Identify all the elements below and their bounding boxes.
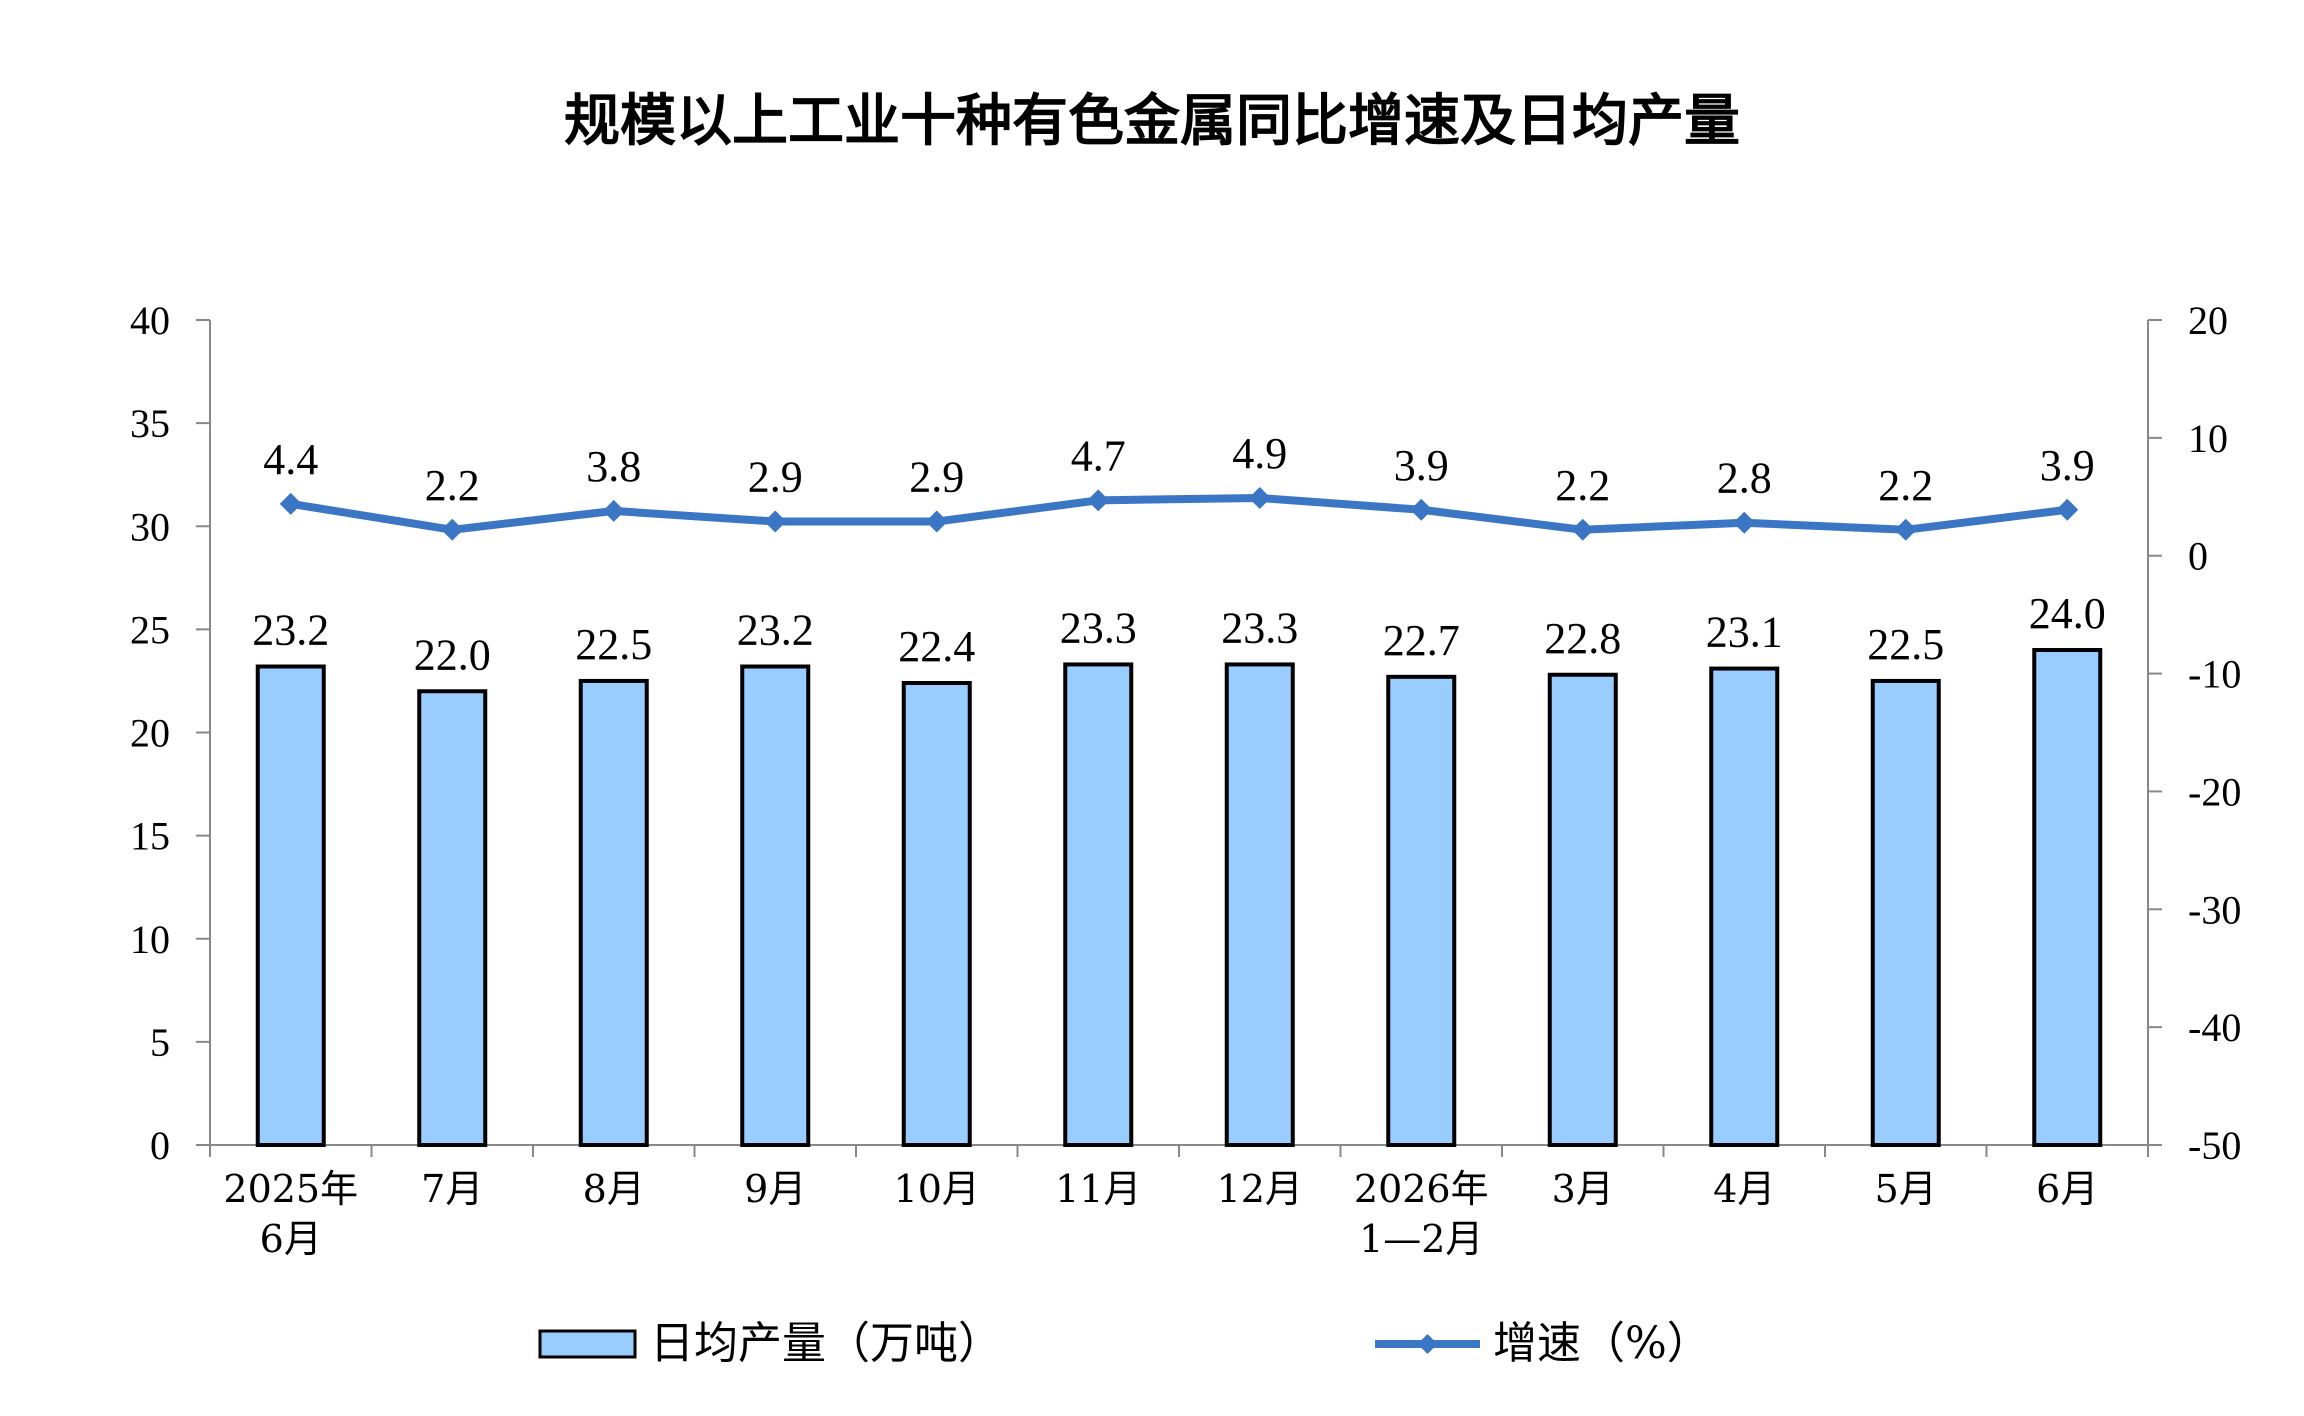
y-left-tick-label: 0 <box>150 1123 170 1168</box>
bar-value-label: 22.7 <box>1383 616 1460 665</box>
bar <box>901 681 972 1147</box>
y-left-tick-label: 10 <box>130 917 170 962</box>
y-right-tick-label: -20 <box>2188 769 2241 814</box>
x-tick-label: 7月 <box>421 1167 483 1211</box>
bar <box>1547 672 1618 1147</box>
x-tick-label: 6月 <box>2036 1167 2098 1211</box>
line-series <box>279 486 2079 541</box>
bar-value-label: 23.3 <box>1060 603 1137 652</box>
y-right-tick-label: 10 <box>2188 416 2228 461</box>
line-marker <box>925 510 948 533</box>
line-value-label: 4.4 <box>263 435 318 484</box>
legend-bar-swatch <box>538 1329 637 1359</box>
y-left-tick-label: 30 <box>130 504 170 549</box>
y-left-tick-label: 25 <box>130 607 170 652</box>
y-right-tick-label: 0 <box>2188 534 2208 579</box>
legend: 日均产量（万吨） 增速（%） <box>538 1318 1711 1369</box>
y-right-tick-label: -30 <box>2188 887 2241 932</box>
line-value-label: 2.9 <box>748 453 803 502</box>
line-value-label: 2.2 <box>1555 461 1610 510</box>
data-labels: 23.2 22.0 22.5 23.2 22.4 23.3 23.3 22.7 22.8 23.1… <box>252 429 2106 679</box>
bar <box>417 689 488 1147</box>
y-right-tick-label: -40 <box>2188 1005 2241 1050</box>
line-value-label: 3.9 <box>2040 441 2095 490</box>
bar-value-label: 23.2 <box>737 606 814 655</box>
y-left-tick-label: 40 <box>130 298 170 343</box>
x-tick-label: 2025年 6月 <box>223 1167 358 1261</box>
line-value-label: 2.2 <box>1878 461 1933 510</box>
legend-line-marker <box>1417 1334 1438 1354</box>
line-value-label: 2.2 <box>425 461 480 510</box>
line-path <box>290 493 2068 534</box>
x-tick-label: 9月 <box>744 1167 806 1211</box>
bar-value-label: 23.3 <box>1221 603 1298 652</box>
bar <box>578 678 649 1147</box>
x-tick-label: 5月 <box>1875 1167 1937 1211</box>
line-marker <box>1733 511 1756 534</box>
bar-value-label: 22.5 <box>575 620 652 669</box>
bar-value-label: 24.0 <box>2029 589 2106 638</box>
line-value-label: 2.9 <box>909 453 964 502</box>
bar-value-label: 23.1 <box>1706 608 1783 657</box>
line-marker <box>1087 489 1110 512</box>
x-tick-label: 10月 <box>894 1167 980 1211</box>
line-marker <box>1410 498 1433 521</box>
y-left-tick-label: 35 <box>130 401 170 446</box>
line-value-label: 4.7 <box>1071 431 1126 480</box>
y-left-tick-label: 20 <box>130 711 170 756</box>
bar-value-label: 22.4 <box>898 622 975 671</box>
line-marker <box>1571 518 1594 541</box>
bar-value-label: 23.2 <box>252 606 329 655</box>
bar <box>2032 648 2103 1147</box>
bar-value-label: 22.8 <box>1544 614 1621 663</box>
bar <box>1709 666 1780 1147</box>
x-tick-label: 3月 <box>1552 1167 1614 1211</box>
line-marker <box>602 499 625 522</box>
line-marker <box>441 518 464 541</box>
line-value-label: 2.8 <box>1717 454 1772 503</box>
x-tick-label: 11月 <box>1055 1167 1141 1211</box>
line-value-label: 4.9 <box>1232 429 1287 478</box>
bar <box>255 664 326 1147</box>
y-left-tick-label: 5 <box>150 1020 170 1065</box>
x-tick-label: 2026年 1—2月 <box>1354 1167 1489 1261</box>
bar <box>740 664 811 1147</box>
x-tick-label: 4月 <box>1713 1167 1775 1211</box>
y-right-tick-label: 20 <box>2188 298 2228 343</box>
chart-title: 规模以上工业十种有色金属同比增速及日均产量 <box>564 89 1740 154</box>
bar <box>1224 662 1295 1147</box>
line-marker <box>279 492 302 515</box>
bar-series <box>255 648 2103 1147</box>
legend-bar-label: 日均产量（万吨） <box>650 1318 1002 1369</box>
bar <box>1386 674 1457 1147</box>
bar <box>1063 662 1134 1147</box>
line-value-label: 3.8 <box>586 442 641 491</box>
y-left-tick-label: 15 <box>130 814 170 859</box>
axes: 0 5 10 15 20 25 30 35 40 -50 -40 -30 -20 -10 0 10 20 2025… <box>130 298 2241 1261</box>
line-marker <box>1248 486 1271 509</box>
line-marker <box>1894 518 1917 541</box>
y-right-tick-label: -10 <box>2188 652 2241 697</box>
x-tick-label: 8月 <box>583 1167 645 1211</box>
line-marker <box>764 510 787 533</box>
line-marker <box>2056 498 2079 521</box>
x-tick-label: 12月 <box>1217 1167 1303 1211</box>
bar-value-label: 22.5 <box>1867 620 1944 669</box>
legend-line-label: 增速（%） <box>1493 1318 1711 1369</box>
bar-value-label: 22.0 <box>414 630 491 679</box>
y-right-tick-label: -50 <box>2188 1123 2241 1168</box>
line-value-label: 3.9 <box>1394 441 1449 490</box>
bar <box>1870 678 1941 1147</box>
